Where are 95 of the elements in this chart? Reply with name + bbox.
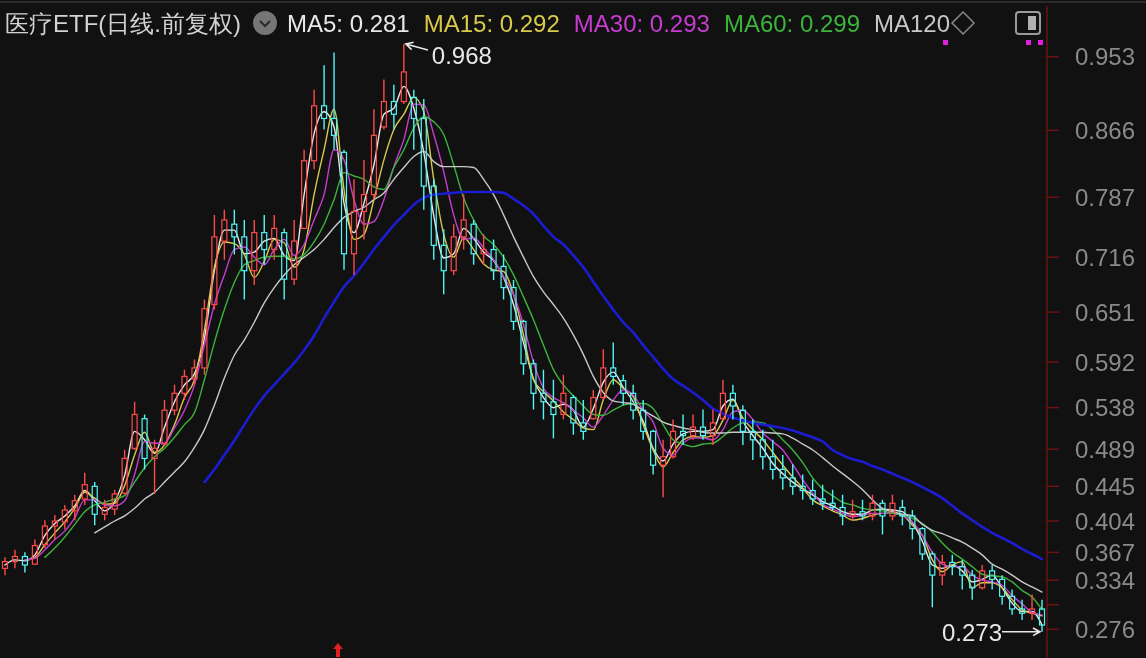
- candlestick: [350, 178, 358, 276]
- candlestick: [540, 368, 547, 421]
- candlestick: [759, 428, 766, 471]
- candlestick: [769, 439, 776, 481]
- candlestick: [719, 379, 727, 420]
- candlestick: [311, 89, 318, 170]
- y-tick-label: 0.787: [1075, 183, 1136, 211]
- y-tick-label: 0.489: [1075, 435, 1136, 463]
- text: MA5: 0.281: [286, 9, 410, 37]
- y-tick-label: 0.716: [1075, 243, 1136, 271]
- candlestick: [31, 538, 38, 565]
- candlestick: [320, 64, 328, 131]
- candlestick: [679, 413, 687, 446]
- candlestick: [41, 519, 48, 549]
- candlestick: [1, 556, 9, 576]
- candlestick: [231, 209, 238, 256]
- candlestick: [390, 83, 397, 131]
- candlestick: [490, 238, 497, 281]
- annotation: 0.968: [431, 41, 492, 69]
- chart-title: 医疗ETF(日线.前复权): [5, 9, 241, 37]
- candlestick: [819, 483, 826, 511]
- candlestick: [281, 227, 288, 301]
- candlestick: [271, 214, 278, 261]
- candlestick: [151, 439, 158, 495]
- y-tick-label: 0.953: [1075, 43, 1136, 71]
- candlestick: [241, 219, 248, 301]
- candlestick: [221, 209, 228, 261]
- candlestick: [729, 384, 736, 421]
- candlestick: [709, 408, 717, 446]
- candlestick: [749, 418, 756, 461]
- candlestick: [340, 149, 348, 271]
- candlestick: [291, 219, 298, 286]
- candlestick: [839, 494, 846, 526]
- candlestick: [689, 413, 697, 441]
- candlestick: [650, 428, 657, 476]
- candlestick: [380, 78, 387, 131]
- candlestick: [51, 514, 58, 541]
- candlestick: [580, 399, 587, 441]
- candlestick: [979, 564, 986, 591]
- candlestick: [1009, 588, 1016, 616]
- text: MA15: 0.292: [423, 9, 560, 37]
- candlestick: [560, 374, 567, 421]
- y-tick-label: 0.651: [1075, 298, 1136, 326]
- candlestick: [799, 473, 806, 501]
- candlestick: [959, 559, 966, 591]
- candlestick: [370, 108, 378, 201]
- y-tick-label: 0.866: [1075, 116, 1136, 144]
- y-tick-label: 0.334: [1075, 566, 1136, 594]
- candlestick: [1038, 598, 1046, 633]
- candlestick: [61, 504, 68, 531]
- candlestick: [640, 399, 647, 441]
- candlestick: [699, 408, 707, 441]
- candlestick: [999, 574, 1006, 606]
- candlestick: [610, 341, 617, 386]
- candlestick: [739, 404, 746, 446]
- candlestick: [400, 43, 407, 105]
- candlestick: [330, 51, 338, 151]
- candlestick: [360, 159, 368, 241]
- candlestick: [929, 550, 936, 608]
- candlestick: [420, 98, 427, 211]
- candlestick: [779, 454, 786, 491]
- text: MA60: 0.299: [723, 9, 860, 37]
- candlestick: [630, 384, 637, 421]
- candlestick: [480, 233, 487, 266]
- candlestick: [789, 463, 796, 496]
- y-tick-label: 0.367: [1075, 538, 1136, 566]
- text: MA30: 0.293: [573, 9, 710, 37]
- candlestick: [660, 439, 667, 499]
- candlestick: [1018, 598, 1026, 621]
- y-tick-label: 0.592: [1075, 348, 1136, 376]
- line-series: [203, 190, 1044, 561]
- candlestick: [500, 253, 507, 301]
- candlestick: [430, 178, 437, 261]
- y-tick-label: 0.276: [1075, 615, 1136, 643]
- candlestick: [879, 499, 886, 536]
- candlestick: [1028, 593, 1036, 621]
- candlestick: [550, 379, 557, 439]
- candlestick: [251, 219, 258, 286]
- candlestick: [211, 214, 218, 311]
- y-tick-label: 0.445: [1075, 472, 1136, 500]
- candlestick: [669, 418, 677, 460]
- candlestick: [989, 564, 996, 591]
- candlestick: [600, 348, 607, 401]
- candlestick: [530, 358, 537, 411]
- candlestick: [261, 214, 268, 266]
- text: MA120: [873, 9, 951, 37]
- candlestick: [460, 193, 467, 251]
- annotation: 0.273: [941, 619, 1003, 647]
- y-tick-label: 0.538: [1075, 394, 1136, 422]
- y-tick-label: 0.404: [1075, 507, 1136, 535]
- candlestick: [301, 149, 308, 230]
- candlestick: [21, 551, 29, 574]
- candlestick: [11, 549, 19, 570]
- candlestick: [440, 228, 447, 296]
- candlestick: [410, 89, 417, 151]
